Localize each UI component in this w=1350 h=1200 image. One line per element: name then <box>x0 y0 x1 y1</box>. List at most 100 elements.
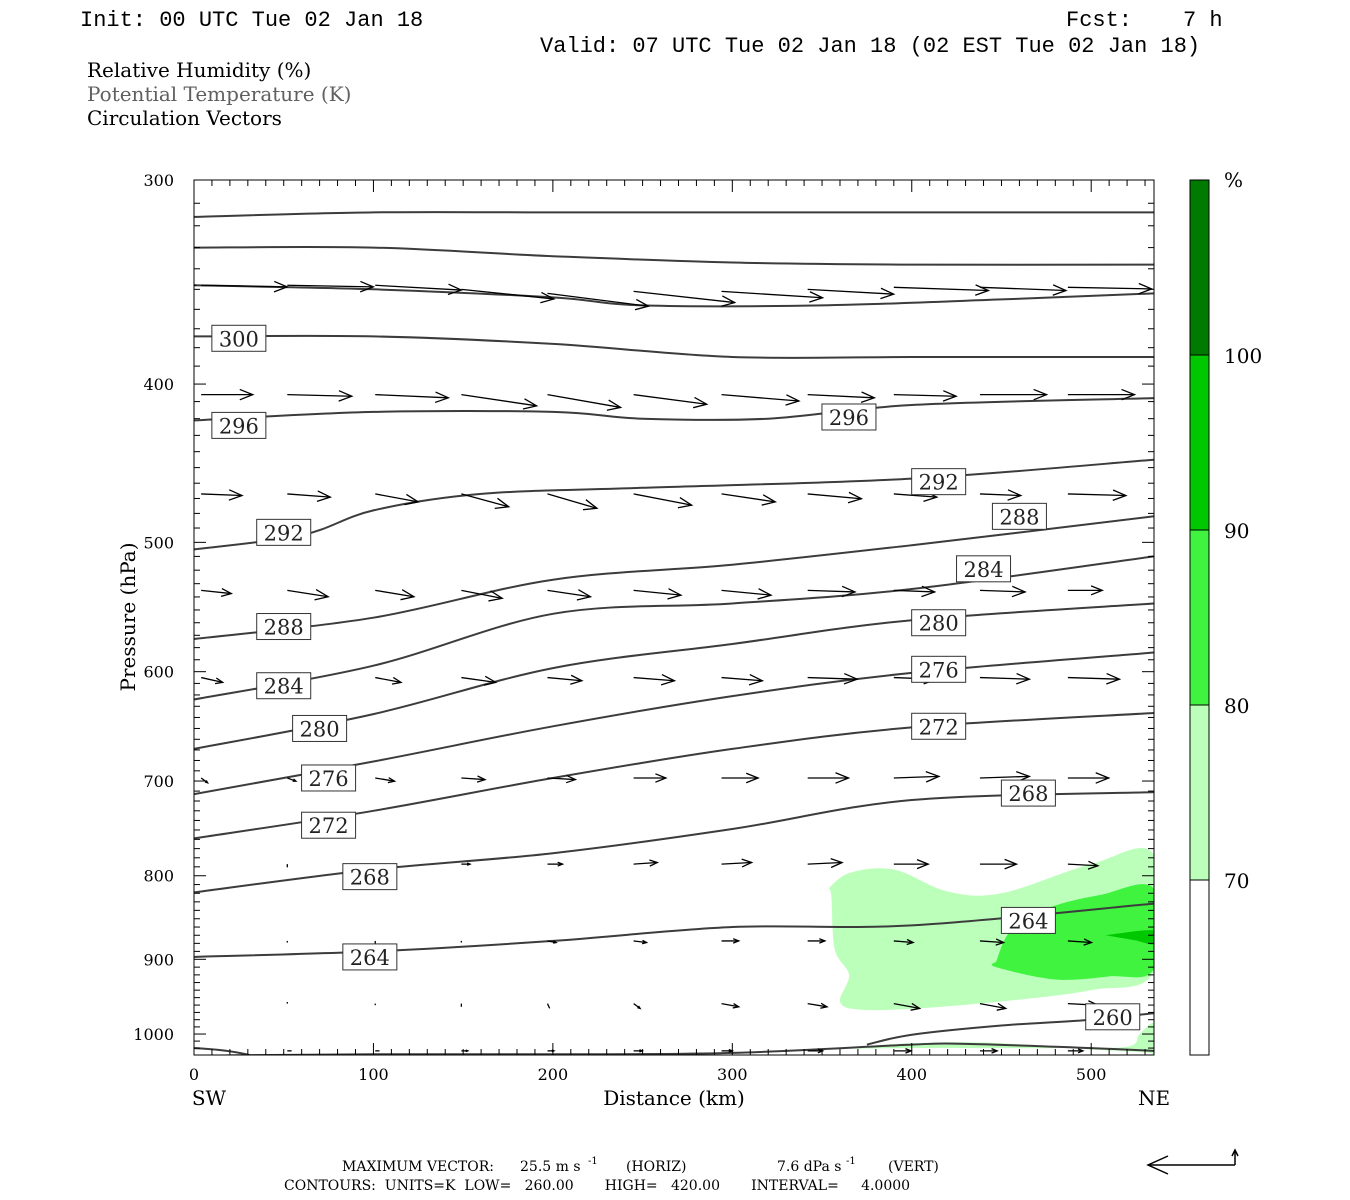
svg-text:272: 272 <box>309 814 349 838</box>
circulation-vector <box>633 493 694 509</box>
contour-label: 292 <box>256 518 312 546</box>
y-tick-label: 800 <box>143 867 174 886</box>
svg-text:272: 272 <box>919 715 959 739</box>
field-rh: Relative Humidity (%) <box>87 58 311 82</box>
circulation-vector <box>979 284 1068 296</box>
max-vector-vert: 7.6 dPa s <box>777 1159 841 1175</box>
circulation-vector <box>1067 585 1105 596</box>
svg-text:284: 284 <box>963 558 1003 582</box>
circulation-vector <box>461 288 556 304</box>
colorbar: 70 80 90 100 <box>1189 179 1262 1056</box>
circulation-vector <box>461 675 498 686</box>
contour-label: 264 <box>1000 906 1056 934</box>
svg-text:268: 268 <box>1008 782 1048 806</box>
circulation-vector <box>287 777 298 782</box>
valid-time: Valid: 07 UTC Tue 02 Jan 18 (02 EST Tue … <box>540 34 1200 59</box>
circulation-vector <box>979 489 1023 501</box>
svg-text:296: 296 <box>219 414 259 438</box>
circulation-vector <box>633 1003 642 1010</box>
circulation-vector <box>1067 772 1111 784</box>
contour-label: 272 <box>911 712 967 740</box>
field-vectors: Circulation Vectors <box>87 106 282 130</box>
theta-contour-300 <box>194 245 1154 266</box>
circulation-vector <box>633 939 649 945</box>
circulation-vector-layer <box>194 280 1154 1054</box>
circulation-vector <box>633 393 709 409</box>
svg-text:292: 292 <box>264 521 304 545</box>
circulation-vector <box>547 292 651 311</box>
circulation-vector <box>547 940 558 944</box>
svg-text:276: 276 <box>919 658 959 682</box>
contour-label: 276 <box>301 764 357 792</box>
circulation-vector <box>893 390 958 402</box>
svg-text:300: 300 <box>219 327 259 351</box>
contour-label: 292 <box>911 468 967 496</box>
circulation-vector <box>547 393 623 411</box>
circulation-vector <box>807 391 877 404</box>
circulation-vector <box>893 1048 913 1054</box>
plot-frame <box>193 179 1155 1056</box>
circulation-vector <box>721 393 801 406</box>
circulation-vector <box>721 290 825 303</box>
contour-label: 280 <box>292 714 348 742</box>
circulation-vector <box>375 391 451 404</box>
contours-info: CONTOURS: UNITS=K LOW= 260.00 HIGH= 420.… <box>284 1178 910 1194</box>
y-tick-label: 500 <box>143 533 174 552</box>
circulation-vector <box>721 588 773 600</box>
colorbar-swatch <box>1189 704 1210 881</box>
circulation-vector <box>893 585 937 598</box>
x-tick-label: 100 <box>358 1065 389 1084</box>
circulation-vector <box>461 393 539 410</box>
circulation-vector <box>201 489 244 501</box>
circulation-vector <box>721 938 741 944</box>
contour-label: 260 <box>1085 1003 1141 1031</box>
circulation-vector <box>547 493 599 511</box>
circulation-vector <box>547 861 565 867</box>
circulation-vector <box>721 772 760 784</box>
svg-text:268: 268 <box>350 866 390 890</box>
circulation-vector <box>633 1049 644 1053</box>
circulation-vector <box>287 589 330 601</box>
circulation-vector <box>461 862 472 866</box>
circulation-vector <box>1067 282 1154 295</box>
max-vector-vert-tag: (VERT) <box>888 1159 939 1175</box>
circulation-vector <box>721 858 754 868</box>
circulation-vector <box>375 589 416 601</box>
contour-label: 300 <box>211 324 267 352</box>
contour-label: 284 <box>956 555 1012 583</box>
circulation-vector <box>633 588 683 600</box>
circulation-vector <box>807 938 827 944</box>
circulation-vector <box>546 1003 551 1009</box>
svg-text:296: 296 <box>829 406 869 430</box>
circulation-vector <box>979 585 1027 598</box>
rh-region-90 <box>1105 930 1154 945</box>
x-tick-label: 200 <box>538 1065 569 1084</box>
contour-label: 272 <box>301 811 357 839</box>
svg-text:264: 264 <box>1008 909 1048 933</box>
colorbar-level-label: 80 <box>1224 694 1249 718</box>
theta-contour-300 <box>194 334 1154 359</box>
contour-label: 268 <box>342 863 398 891</box>
svg-text:280: 280 <box>300 717 340 741</box>
circulation-vector <box>1067 489 1128 501</box>
circulation-vector <box>201 588 234 598</box>
circulation-vector <box>807 1048 825 1054</box>
x-tick-label: 0 <box>189 1065 199 1084</box>
max-vector-horiz-exp: -1 <box>588 1156 598 1167</box>
circulation-vector <box>547 674 584 685</box>
contour-label: 284 <box>256 672 312 700</box>
circulation-vector <box>1067 860 1100 870</box>
circulation-vector <box>893 859 930 870</box>
circulation-vector <box>1067 672 1122 685</box>
circulation-vector <box>1067 938 1094 946</box>
contour-label: 288 <box>256 613 312 641</box>
circulation-vector <box>807 1002 829 1009</box>
x-axis-label: Distance (km) <box>603 1086 745 1110</box>
circulation-vector <box>807 585 857 598</box>
circulation-vector <box>893 771 941 783</box>
circulation-vector <box>633 290 737 307</box>
colorbar-level-label: 70 <box>1224 869 1249 893</box>
forecast-hours: 7 h <box>1183 8 1223 33</box>
circulation-vector <box>721 1002 741 1009</box>
circulation-vector <box>201 280 289 293</box>
